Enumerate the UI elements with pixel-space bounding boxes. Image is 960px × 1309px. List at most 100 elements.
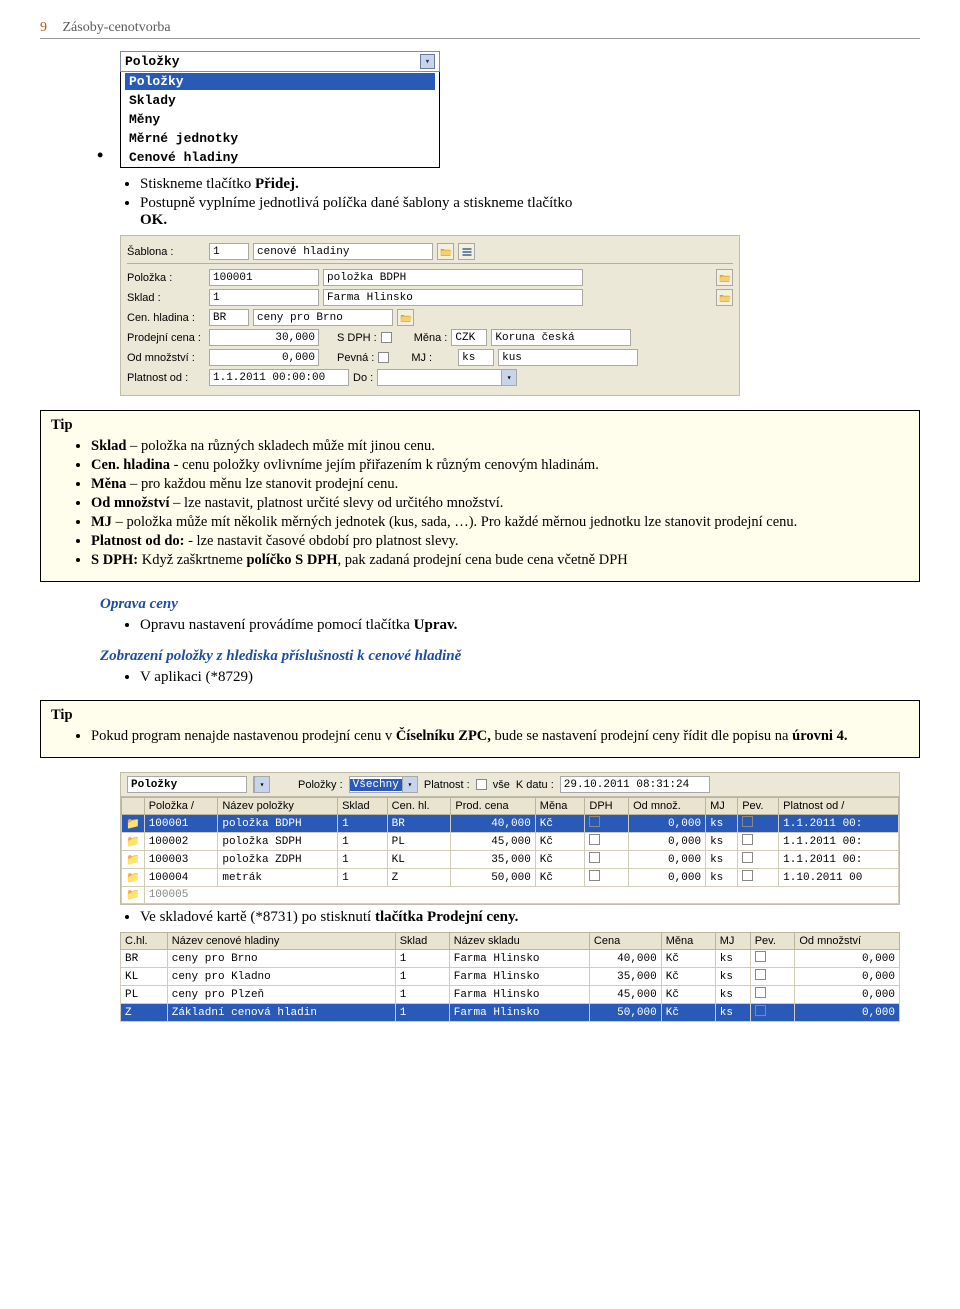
page-number: 9 — [40, 20, 47, 35]
tip-label: Tip — [51, 707, 909, 724]
cen-name-field[interactable]: ceny pro Brno — [253, 309, 393, 326]
dropdown-screenshot: Položky ▾ Položky Sklady Měny Měrné jednotk… — [120, 51, 440, 168]
pevna-checkbox[interactable] — [378, 352, 389, 363]
table-header[interactable]: Prod. cena — [451, 798, 535, 815]
table-row[interactable]: 📁100003položka ZDPH1KL35,000Kč0,000ks1.1… — [122, 851, 899, 869]
od-mnozstvi-field[interactable]: 0,000 — [209, 349, 319, 366]
do-label: Do : — [353, 372, 373, 384]
table-header[interactable]: Sklad — [338, 798, 388, 815]
table2: C.hl.Název cenové hladinySkladNázev skla… — [120, 932, 900, 1022]
table-header[interactable]: Cen. hl. — [387, 798, 451, 815]
table-row[interactable]: KLceny pro Kladno1Farma Hlinsko35,000Kčk… — [121, 968, 900, 986]
list-item: Opravu nastavení provádíme pomocí tlačít… — [140, 617, 920, 634]
open-folder-icon[interactable] — [437, 243, 454, 260]
dropdown-option[interactable]: Položky — [125, 73, 435, 90]
chevron-down-icon[interactable]: ▾ — [420, 54, 435, 69]
table1-screenshot: Položky ▾ Položky : Všechny ▾ Platnost :… — [120, 772, 900, 905]
dropdown-option[interactable]: Sklady — [125, 92, 435, 109]
filter-vse-checkbox[interactable] — [476, 779, 487, 790]
chevron-down-icon: ▾ — [501, 370, 516, 385]
table-header[interactable]: DPH — [585, 798, 629, 815]
sablona-code-field[interactable]: 1 — [209, 243, 249, 260]
table1: Položka /Název položkySkladCen. hl.Prod.… — [121, 797, 899, 904]
table-header[interactable]: Platnost od / — [779, 798, 899, 815]
table-header[interactable]: C.hl. — [121, 933, 168, 950]
cen-code-field[interactable]: BR — [209, 309, 249, 326]
sklad-name-field[interactable]: Farma Hlinsko — [323, 289, 583, 306]
polozka-label: Položka : — [127, 272, 205, 284]
prod-cena-field[interactable]: 30,000 — [209, 329, 319, 346]
table-row[interactable]: 📁100002položka SDPH1PL45,000Kč0,000ks1.1… — [122, 833, 899, 851]
mj-name-field[interactable]: kus — [498, 349, 638, 366]
mena-name-field[interactable]: Koruna česká — [491, 329, 631, 346]
sdph-label: S DPH : — [337, 332, 377, 344]
filter-kdatu-label: K datu : — [516, 779, 554, 791]
filter-polozky-label: Položky : — [298, 779, 343, 791]
tip-box-1: Tip Sklad – položka na různých skladech … — [40, 410, 920, 582]
table-header[interactable]: MJ — [706, 798, 738, 815]
table-row[interactable]: ZZákladní cenová hladin1Farma Hlinsko50,… — [121, 1004, 900, 1022]
platnost-od-field[interactable]: 1.1.2011 00:00:00 — [209, 369, 349, 386]
table-header[interactable]: Název skladu — [449, 933, 589, 950]
mj-code-field[interactable]: ks — [458, 349, 494, 366]
sdph-checkbox[interactable] — [381, 332, 392, 343]
table-header[interactable]: Cena — [589, 933, 661, 950]
table-header[interactable]: Od množství — [795, 933, 900, 950]
chevron-down-icon: ▾ — [402, 777, 417, 792]
table-row[interactable]: 📁100004metrák1Z50,000Kč0,000ks1.10.2011 … — [122, 869, 899, 887]
sablona-label: Šablona : — [127, 246, 205, 258]
polozka-code-field[interactable]: 100001 — [209, 269, 319, 286]
table-row[interactable]: BRceny pro Brno1Farma Hlinsko40,000Kčks0… — [121, 950, 900, 968]
table2-screenshot: C.hl.Název cenové hladinySkladNázev skla… — [120, 932, 900, 1022]
instruction-list: Stiskneme tlačítko Přidej. Postupně vypl… — [140, 176, 920, 229]
polozka-name-field[interactable]: položka BDPH — [323, 269, 583, 286]
open-folder-icon[interactable] — [716, 269, 733, 286]
list-icon[interactable] — [458, 243, 475, 260]
table-header[interactable]: Měna — [535, 798, 585, 815]
dropdown-option[interactable]: Cenové hladiny — [125, 149, 435, 166]
table-header[interactable]: Název položky — [218, 798, 338, 815]
open-folder-icon[interactable] — [397, 309, 414, 326]
table1-filterbar: Položky ▾ Položky : Všechny ▾ Platnost :… — [121, 773, 899, 797]
tip-box-2: Tip Pokud program nenajde nastavenou pro… — [40, 700, 920, 758]
mena-code-field[interactable]: CZK — [451, 329, 487, 346]
dropdown-option[interactable]: Měrné jednotky — [125, 130, 435, 147]
table-header[interactable]: MJ — [715, 933, 750, 950]
tip-label: Tip — [51, 417, 909, 434]
table-header[interactable]: Od množ. — [629, 798, 706, 815]
list-item: V aplikaci (*8729) — [140, 669, 920, 686]
dropdown-option[interactable]: Měny — [125, 111, 435, 128]
page-title: Zásoby-cenotvorba — [63, 20, 171, 35]
section-zobrazeni-title: Zobrazení položky z hlediska příslušnost… — [100, 648, 920, 665]
filter-platnost-label: Platnost : — [424, 779, 470, 791]
table-row[interactable]: 📁100001položka BDPH1BR40,000Kč0,000ks1.1… — [122, 815, 899, 833]
mj-label: MJ : — [411, 352, 432, 364]
table-header[interactable]: Pev. — [738, 798, 779, 815]
list-item: Postupně vyplníme jednotlivá políčka dan… — [140, 195, 920, 229]
table-header[interactable]: Měna — [661, 933, 715, 950]
platnost-od-label: Platnost od : — [127, 372, 205, 384]
table-header[interactable]: Sklad — [395, 933, 449, 950]
table-row[interactable]: PLceny pro Plzeň1Farma Hlinsko45,000Kčks… — [121, 986, 900, 1004]
table-header[interactable]: Položka / — [144, 798, 218, 815]
filter-kdatu-field[interactable]: 29.10.2011 08:31:24 — [560, 776, 710, 793]
table-header[interactable]: Pev. — [750, 933, 795, 950]
table-header[interactable]: Název cenové hladiny — [167, 933, 395, 950]
open-folder-icon[interactable] — [716, 289, 733, 306]
dropdown-trigger[interactable]: Položky ▾ — [120, 51, 440, 72]
form-screenshot: Šablona : 1 cenové hladiny Položka : 100… — [120, 235, 740, 396]
filter-polozky-select[interactable]: Všechny ▾ — [349, 776, 418, 793]
list-item: Stiskneme tlačítko Přidej. — [140, 176, 920, 193]
page-header: 9 Zásoby-cenotvorba — [40, 20, 920, 39]
pevna-label: Pevná : — [337, 352, 374, 364]
mena-label: Měna : — [414, 332, 448, 344]
sklad-code-field[interactable]: 1 — [209, 289, 319, 306]
section-oprava-title: Oprava ceny — [100, 596, 920, 613]
chevron-down-icon[interactable]: ▾ — [253, 776, 270, 793]
sklad-label: Sklad : — [127, 292, 205, 304]
list-item: Ve skladové kartě (*8731) po stisknutí t… — [140, 909, 920, 926]
filter-polozky-field[interactable]: Položky — [127, 776, 247, 793]
sablona-name-field[interactable]: cenové hladiny — [253, 243, 433, 260]
dropdown-label: Položky — [125, 54, 180, 69]
platnost-do-dropdown[interactable]: ▾ — [377, 369, 517, 386]
